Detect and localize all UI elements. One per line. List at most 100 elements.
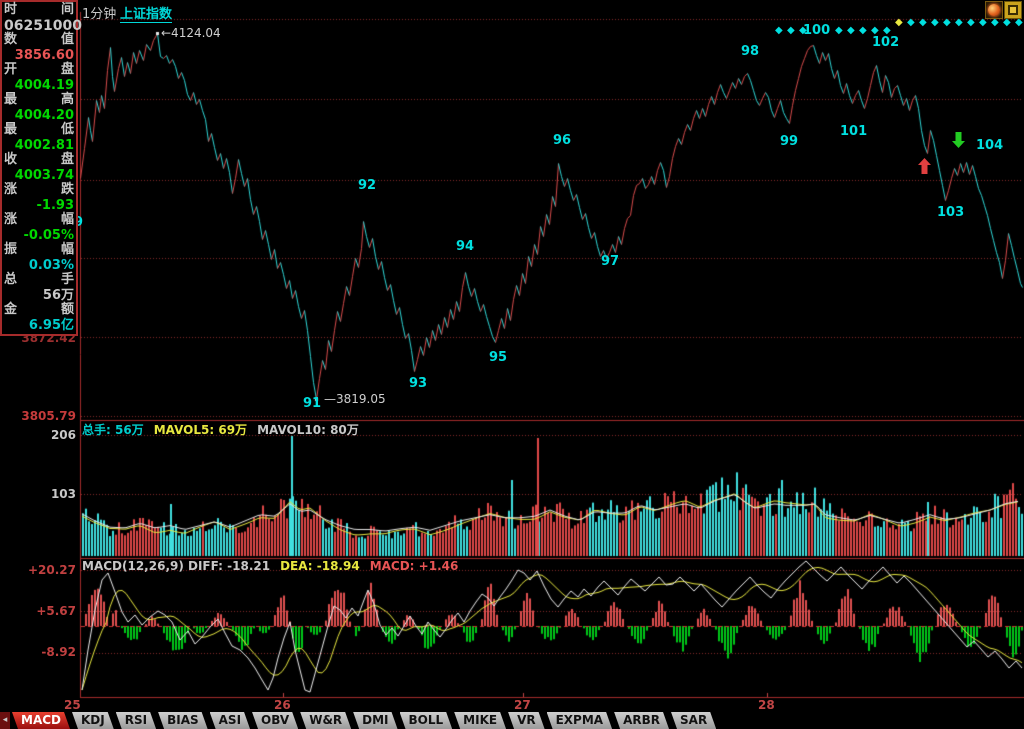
- symbol-link[interactable]: 上证指数: [120, 3, 173, 23]
- volume-header-segment-1: MAVOL5: 69万: [153, 423, 248, 437]
- sidebar-label-right: 幅: [60, 212, 74, 227]
- sell-arrow-down-icon: [952, 132, 965, 152]
- sun-logo-icon[interactable]: [985, 1, 1003, 19]
- wave-label-103: 103: [937, 205, 965, 220]
- sidebar-row-labels: 数值: [2, 33, 76, 47]
- sidebar-label-left: 开: [4, 62, 18, 77]
- macd-axis-label: -8.92: [41, 645, 76, 659]
- tab-vr[interactable]: VR: [508, 712, 545, 729]
- tab-bias[interactable]: BIAS: [158, 712, 208, 729]
- price-axis-label: 3805.79: [21, 409, 76, 423]
- signal-diamond-icon: ◆: [835, 25, 843, 36]
- signal-diamond-icon: ◆: [955, 17, 963, 28]
- sidebar-row-labels: 最高: [2, 93, 76, 107]
- sidebar-value: 4004.20: [14, 108, 74, 123]
- wave-label-93: 93: [409, 376, 428, 391]
- signal-diamond-icon: ◆: [883, 25, 891, 36]
- sidebar-label-right: 盘: [60, 152, 74, 167]
- sidebar-row-labels: 涨跌: [2, 183, 76, 197]
- sidebar-label-right: 手: [60, 272, 74, 287]
- period-label[interactable]: 1分钟: [82, 7, 117, 22]
- signal-diamond-icon: ◆: [1003, 17, 1011, 28]
- signal-diamond-icon: ◆: [775, 25, 783, 36]
- sidebar-label-right: 跌: [60, 182, 74, 197]
- wave-label-92: 92: [358, 178, 377, 193]
- wave-label-102: 102: [872, 35, 900, 50]
- sidebar-row-6: 涨跌 -1.93: [2, 183, 76, 213]
- wave-label-94: 94: [456, 239, 475, 254]
- sidebar-label-right: 低: [60, 122, 74, 137]
- volume-axis-label: 103: [50, 487, 76, 501]
- sidebar-label-left: 数: [4, 32, 18, 47]
- x-axis-day-label-28: 28: [758, 698, 775, 712]
- maximize-icon[interactable]: [1004, 1, 1022, 19]
- tab-expma[interactable]: EXPMA: [547, 712, 612, 729]
- tab-kdj[interactable]: KDJ: [72, 712, 114, 729]
- sidebar-label-left: 最: [4, 92, 18, 107]
- sidebar-label-right: 值: [60, 32, 74, 47]
- sidebar-row-0: 时 间 06251000: [2, 2, 82, 34]
- tab-wr[interactable]: W&R: [300, 712, 351, 729]
- macd-header: MACD(12,26,9) DIFF: -18.21 DEA: -18.94 MAC…: [82, 559, 468, 573]
- signal-diamond-icon: ◆: [943, 17, 951, 28]
- peak-price-annotation: ←4124.04: [161, 26, 221, 40]
- tab-mike[interactable]: MIKE: [454, 712, 506, 729]
- signal-diamond-icon: ◆: [979, 17, 987, 28]
- signal-diamond-icon: ◆: [871, 25, 879, 36]
- sidebar-label-right: 间: [60, 2, 74, 17]
- sidebar-label-left: 振: [4, 242, 18, 257]
- wave-label-96: 96: [553, 133, 572, 148]
- wave-label-9: 9: [74, 215, 84, 230]
- signal-diamond-icon: ◆: [847, 25, 855, 36]
- maximize-icon-inner: [1008, 5, 1018, 15]
- macd-header-segment-2: MACD: +1.46: [369, 559, 459, 573]
- tab-scroll-left-button[interactable]: ◂: [0, 712, 10, 729]
- sidebar-row-labels: 总手: [2, 273, 76, 287]
- sidebar-value: 4003.74: [14, 168, 74, 183]
- sidebar-row-5: 收盘 4003.74: [2, 153, 76, 183]
- tab-boll[interactable]: BOLL: [400, 712, 453, 729]
- sidebar-label-left: 涨: [4, 182, 18, 197]
- sidebar-value: 0.03%: [28, 258, 74, 273]
- tab-asi[interactable]: ASI: [210, 712, 250, 729]
- wave-label-101: 101: [840, 124, 868, 139]
- sidebar-row-1: 数值 3856.60: [2, 33, 76, 63]
- sidebar-label-left: 时: [4, 2, 18, 17]
- macd-axis-label: +5.67: [36, 604, 76, 618]
- signal-diamond-icon: ◆: [967, 17, 975, 28]
- macd-header-segment-0: MACD(12,26,9) DIFF: -18.21: [82, 559, 271, 573]
- tab-sar[interactable]: SAR: [671, 712, 716, 729]
- sidebar-row-labels: 振幅: [2, 243, 76, 257]
- signal-diamond-icon: ◆: [919, 17, 927, 28]
- sidebar-value: 4002.81: [14, 138, 74, 153]
- tab-arbr[interactable]: ARBR: [614, 712, 669, 729]
- wave-label-98: 98: [741, 44, 760, 59]
- sidebar-value: -0.05%: [23, 228, 75, 243]
- wave-label-99: 99: [780, 134, 799, 149]
- volume-header: 总手: 56万 MAVOL5: 69万 MAVOL10: 80万: [82, 421, 369, 438]
- sidebar-row-labels: 最低: [2, 123, 76, 137]
- tab-rsi[interactable]: RSI: [116, 712, 156, 729]
- sidebar-label-left: 总: [4, 272, 18, 287]
- sidebar-row-3: 最高 4004.20: [2, 93, 76, 123]
- sidebar-label-right: 额: [60, 302, 74, 317]
- sidebar-row-9: 总手 56万: [2, 273, 76, 303]
- sun-logo-ball: [988, 4, 1000, 16]
- macd-header-segment-1: DEA: -18.94: [280, 559, 360, 573]
- x-axis-day-label-25: 25: [64, 698, 81, 712]
- quote-sidebar: 时间 06251000 数值 3856.60 开盘 4004.19 最高 4004.20 最低 4…: [0, 0, 82, 336]
- buy-arrow-up-icon: [918, 158, 931, 178]
- tab-obv[interactable]: OBV: [252, 712, 298, 729]
- sidebar-value: -1.93: [36, 198, 74, 213]
- macd-axis-label: +20.27: [27, 563, 76, 577]
- sidebar-row-7: 涨幅 -0.05%: [2, 213, 76, 243]
- tab-dmi[interactable]: DMI: [353, 712, 397, 729]
- tab-macd[interactable]: MACD: [12, 712, 70, 729]
- sidebar-label-right: 盘: [60, 62, 74, 77]
- sidebar-value: 6.95亿: [28, 318, 74, 333]
- sidebar-row-10: 金额 6.95亿: [2, 303, 76, 333]
- sidebar-value: 06251000: [4, 18, 82, 34]
- sidebar-row-8: 振幅 0.03%: [2, 243, 76, 273]
- sidebar-row-4: 最低 4002.81: [2, 123, 76, 153]
